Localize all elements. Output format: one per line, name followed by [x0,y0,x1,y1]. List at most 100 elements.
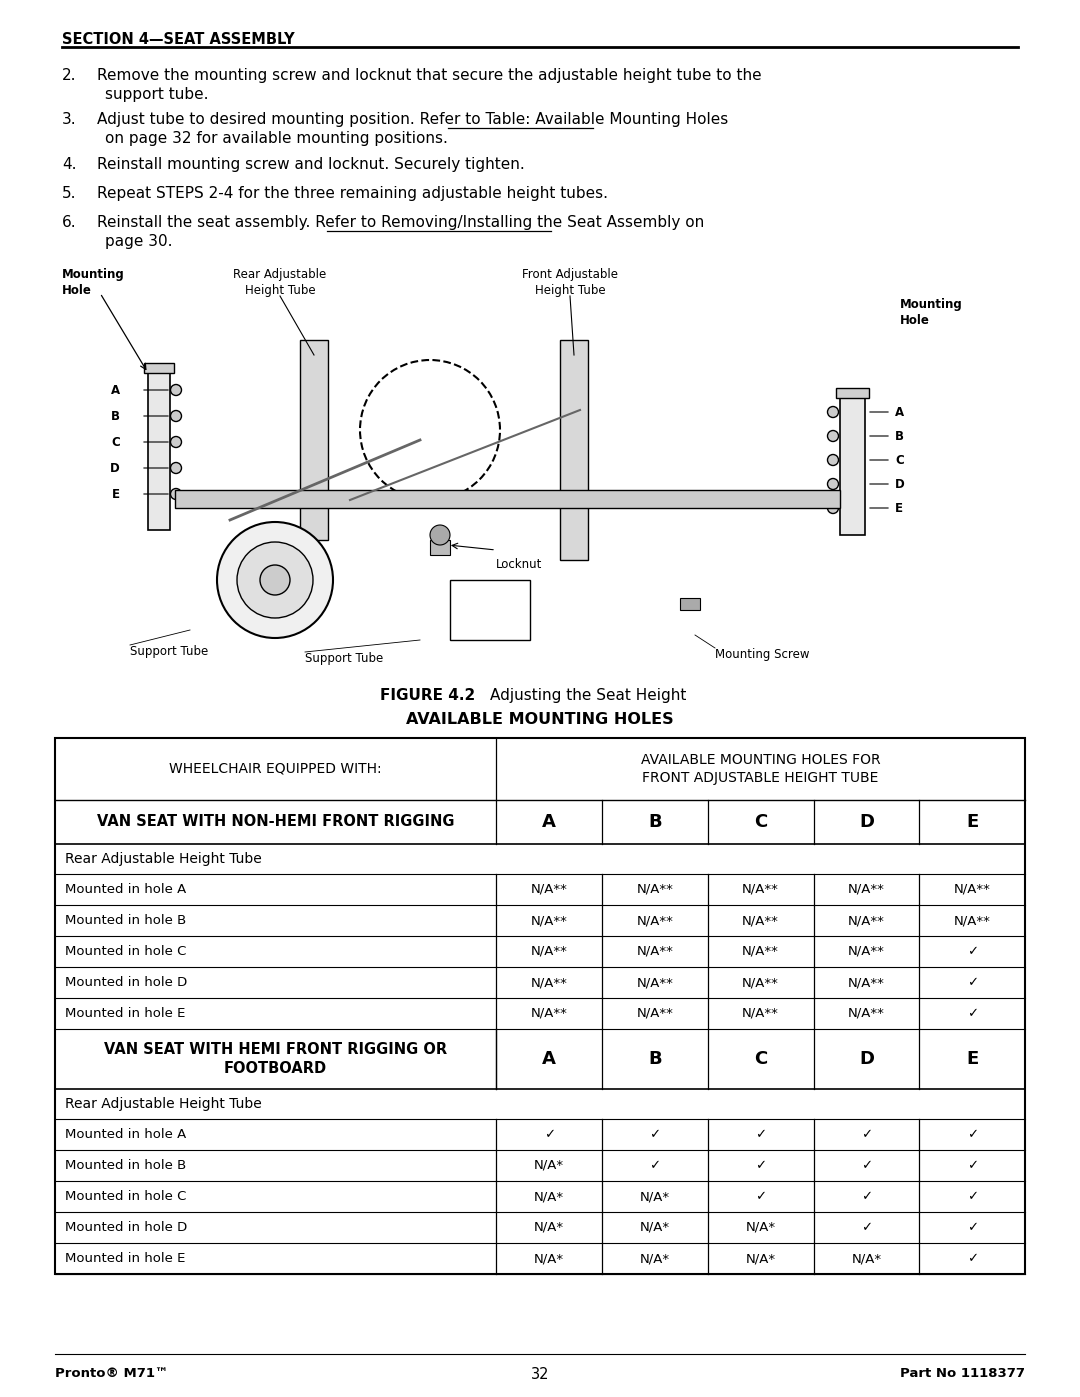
Text: Mounted in hole D: Mounted in hole D [65,977,187,989]
Text: Mounted in hole E: Mounted in hole E [65,1007,186,1020]
Text: E: E [966,1051,978,1067]
Text: Remove the mounting screw and locknut that secure the adjustable height tube to : Remove the mounting screw and locknut th… [97,68,761,82]
Text: B: B [648,1051,662,1067]
Text: N/A**: N/A** [636,944,674,958]
Text: ✓: ✓ [755,1127,766,1141]
Text: Support Tube: Support Tube [305,652,383,665]
Text: N/A**: N/A** [530,883,568,895]
Bar [561,339,588,560]
Text: Mounted in hole B: Mounted in hole B [65,914,186,928]
Circle shape [827,503,838,514]
Circle shape [827,430,838,441]
Text: Mounted in hole B: Mounted in hole B [65,1160,186,1172]
Text: E: E [112,488,120,500]
Text: Mounting
Hole: Mounting Hole [900,298,962,327]
Text: N/A*: N/A* [639,1221,670,1234]
Text: ✓: ✓ [543,1127,555,1141]
Text: ✓: ✓ [861,1160,872,1172]
Circle shape [171,462,181,474]
Text: ✓: ✓ [967,1127,977,1141]
Text: D: D [110,461,120,475]
Bar [175,490,840,509]
FancyBboxPatch shape [144,363,174,373]
Text: Rear Adjustable Height Tube: Rear Adjustable Height Tube [65,1097,261,1111]
Text: Adjusting the Seat Height: Adjusting the Seat Height [490,687,687,703]
Text: Repeat STEPS 2-4 for the three remaining adjustable height tubes.: Repeat STEPS 2-4 for the three remaining… [97,186,608,201]
Text: ✓: ✓ [861,1221,872,1234]
Text: N/A**: N/A** [530,1007,568,1020]
Text: N/A**: N/A** [954,914,990,928]
Text: Support Tube: Support Tube [130,645,208,658]
Text: Rear Adjustable
Height Tube: Rear Adjustable Height Tube [233,268,326,298]
Text: Locknut: Locknut [496,557,542,571]
Text: N/A**: N/A** [636,1007,674,1020]
Text: Mounted in hole C: Mounted in hole C [65,1190,187,1203]
Text: N/A**: N/A** [636,914,674,928]
Text: ✓: ✓ [967,1190,977,1203]
Text: N/A*: N/A* [639,1252,670,1266]
Text: support tube.: support tube. [105,87,208,102]
Text: 32: 32 [530,1368,550,1382]
Text: Mounting Screw: Mounting Screw [715,648,810,661]
Circle shape [171,436,181,447]
Text: AVAILABLE MOUNTING HOLES FOR
FRONT ADJUSTABLE HEIGHT TUBE: AVAILABLE MOUNTING HOLES FOR FRONT ADJUS… [640,753,880,785]
Circle shape [827,407,838,418]
Text: Rear Adjustable Height Tube: Rear Adjustable Height Tube [65,852,261,866]
Text: ✓: ✓ [755,1190,766,1203]
Circle shape [217,522,333,638]
Text: ✓: ✓ [967,977,977,989]
Text: N/A*: N/A* [745,1221,775,1234]
Text: E: E [966,813,978,831]
Text: N/A*: N/A* [535,1160,564,1172]
Text: ✓: ✓ [861,1127,872,1141]
Text: Reinstall the seat assembly. Refer to Removing/Installing the Seat Assembly on: Reinstall the seat assembly. Refer to Re… [97,215,704,231]
Text: page 30.: page 30. [105,235,173,249]
Text: B: B [111,409,120,422]
Text: 3.: 3. [62,112,77,127]
Text: N/A**: N/A** [742,977,779,989]
Bar [300,339,328,541]
Text: ✓: ✓ [967,944,977,958]
FancyBboxPatch shape [836,388,869,398]
Text: N/A**: N/A** [636,883,674,895]
Text: N/A**: N/A** [530,944,568,958]
Text: Adjust tube to desired mounting position. Refer to Table: Available Mounting Hol: Adjust tube to desired mounting position… [97,112,728,127]
Text: ✓: ✓ [649,1127,661,1141]
Text: B: B [648,813,662,831]
Text: A: A [542,1051,556,1067]
Text: C: C [754,1051,767,1067]
Bar [55,738,1025,1274]
Text: N/A**: N/A** [848,914,885,928]
Text: N/A**: N/A** [530,977,568,989]
Text: 6.: 6. [62,215,77,231]
Text: 4.: 4. [62,156,77,172]
Text: B: B [895,429,904,443]
Circle shape [171,411,181,422]
Text: N/A**: N/A** [530,914,568,928]
Text: C: C [111,436,120,448]
Text: N/A**: N/A** [848,883,885,895]
Text: 2.: 2. [62,68,77,82]
Text: N/A*: N/A* [851,1252,881,1266]
Text: C: C [754,813,767,831]
Text: ✓: ✓ [861,1190,872,1203]
FancyBboxPatch shape [840,390,865,535]
Text: N/A**: N/A** [742,1007,779,1020]
Text: C: C [895,454,904,467]
Text: D: D [859,1051,874,1067]
Circle shape [171,384,181,395]
Text: E: E [895,502,903,514]
Circle shape [260,564,291,595]
Text: ✓: ✓ [755,1160,766,1172]
Text: ✓: ✓ [649,1160,661,1172]
Text: WHEELCHAIR EQUIPPED WITH:: WHEELCHAIR EQUIPPED WITH: [170,761,382,775]
Text: Mounted in hole C: Mounted in hole C [65,944,187,958]
Circle shape [430,525,450,545]
Bar [680,598,700,610]
Circle shape [171,489,181,500]
Text: N/A*: N/A* [535,1221,564,1234]
Text: A: A [895,405,904,419]
Text: Mounted in hole A: Mounted in hole A [65,883,186,895]
Text: N/A**: N/A** [742,944,779,958]
Text: N/A**: N/A** [848,944,885,958]
